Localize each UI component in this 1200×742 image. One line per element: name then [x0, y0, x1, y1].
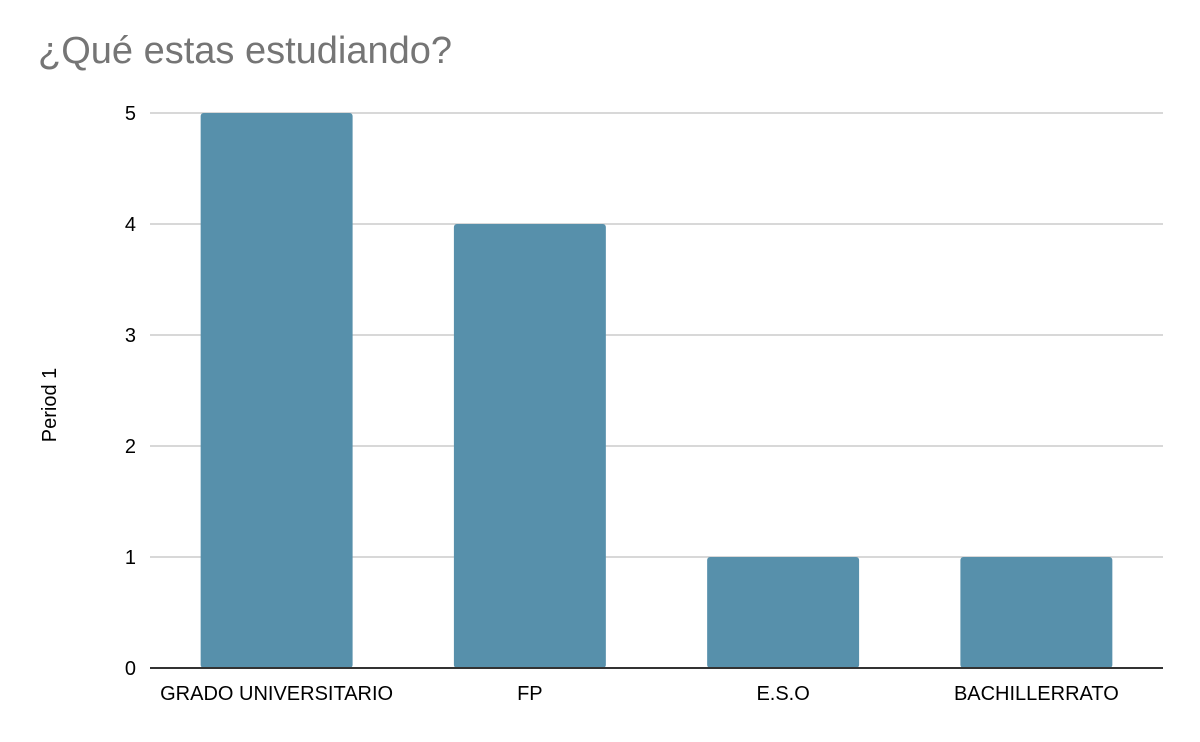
y-tick-label: 0 [125, 658, 136, 680]
y-tick-label: 1 [125, 547, 136, 569]
x-tick-label: E.S.O [756, 683, 809, 705]
x-tick-label: GRADO UNIVERSITARIO [160, 683, 393, 705]
x-tick-label: FP [517, 683, 543, 705]
bar [707, 557, 860, 668]
bar [200, 113, 353, 668]
bars [200, 113, 1113, 668]
y-tick-label: 2 [125, 436, 136, 458]
x-tick-label: BACHILLERRATO [954, 683, 1119, 705]
labels: 0 1 2 3 4 5 GRADO UNIVERSITARIO FP E.S.O BACHILLE… [125, 103, 1119, 705]
bar [960, 557, 1113, 668]
y-tick-label: 3 [125, 325, 136, 347]
y-tick-label: 5 [125, 103, 136, 125]
y-axis-title: Period 1 [39, 368, 61, 443]
y-tick-label: 4 [125, 214, 136, 236]
bar [453, 224, 606, 668]
chart-title: ¿Qué estas estudiando? [38, 30, 453, 72]
